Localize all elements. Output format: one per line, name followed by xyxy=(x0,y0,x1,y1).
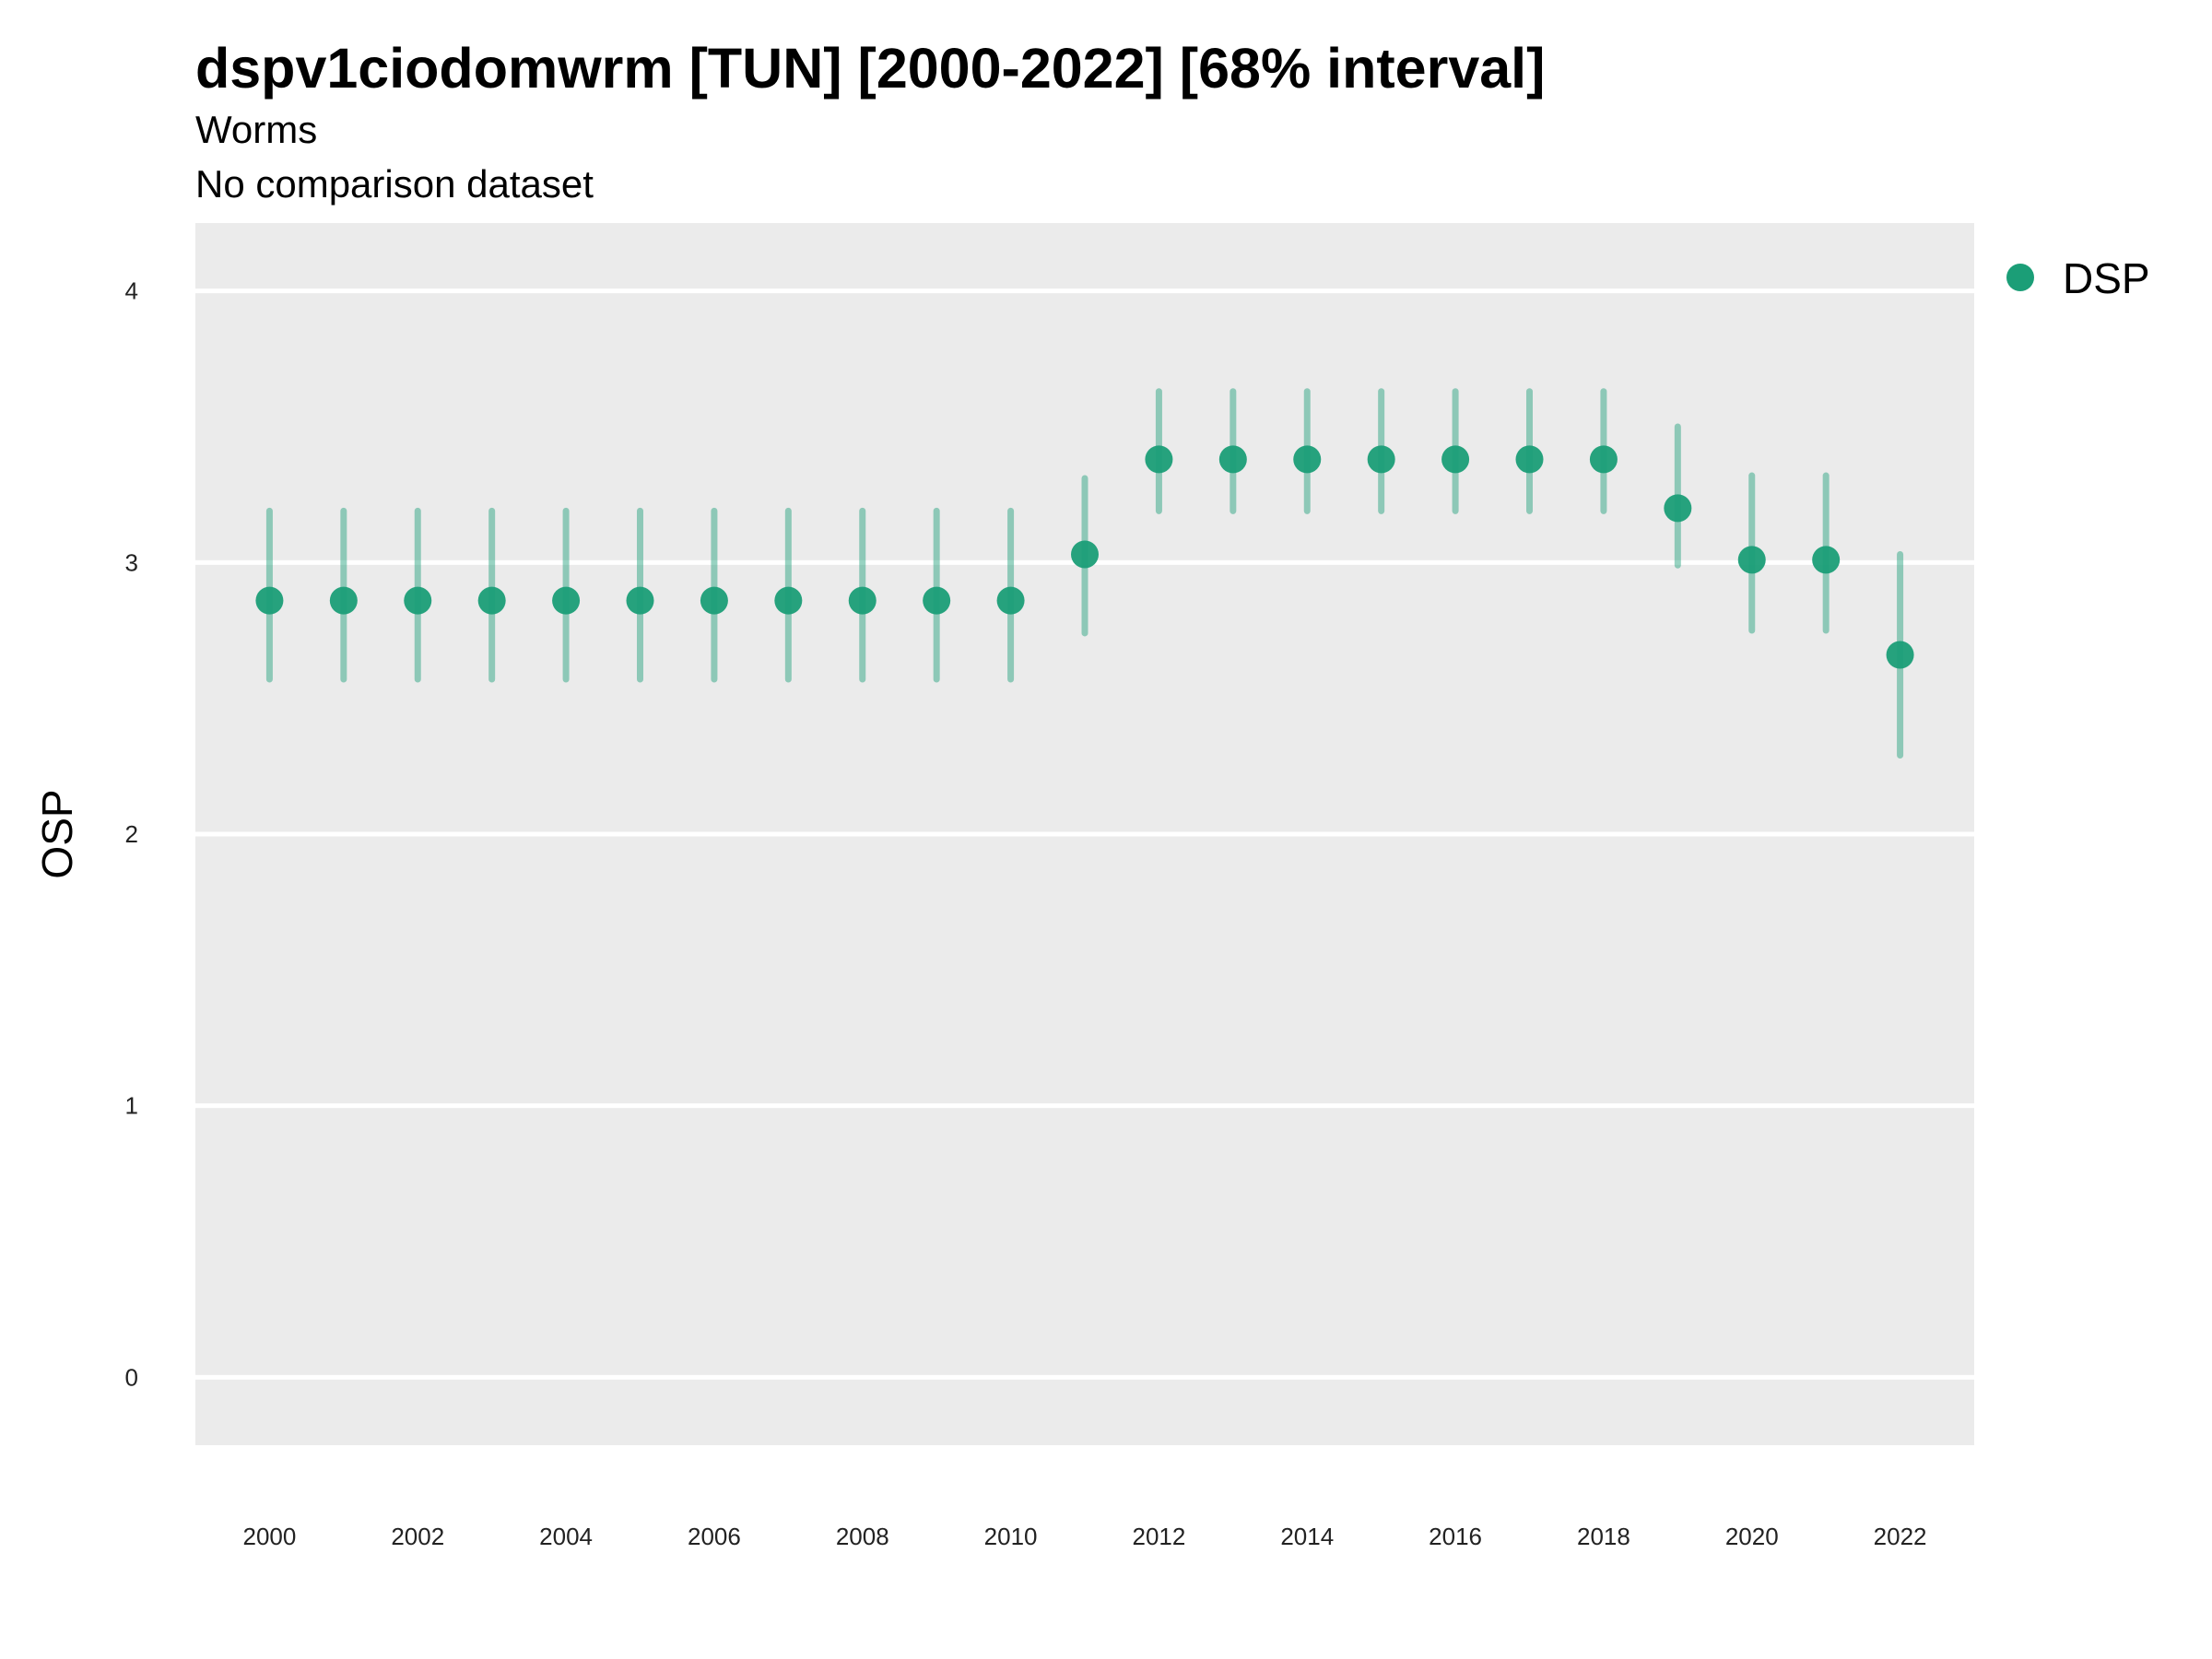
x-tick-label: 2002 xyxy=(391,1523,444,1550)
data-point xyxy=(329,586,358,615)
x-tick-label: 2012 xyxy=(1132,1523,1185,1550)
data-point xyxy=(626,586,654,615)
y-tick-label: 3 xyxy=(125,548,138,576)
data-point xyxy=(774,586,803,615)
data-point xyxy=(404,586,432,615)
x-tick-label: 2008 xyxy=(836,1523,889,1550)
data-point xyxy=(923,586,951,615)
x-tick-label: 2014 xyxy=(1280,1523,1334,1550)
x-tick-label: 2020 xyxy=(1725,1523,1779,1550)
x-tick-label: 2004 xyxy=(539,1523,593,1550)
x-axis-ticks: 2000 2002 2004 2006 2008 2010 2012 2014 2016 2018… xyxy=(242,1523,1926,1550)
data-point xyxy=(1664,494,1692,523)
x-tick-label: 2010 xyxy=(984,1523,1038,1550)
data-point xyxy=(1589,445,1618,474)
legend-swatch-dsp xyxy=(2006,264,2034,291)
data-point xyxy=(552,586,581,615)
data-point xyxy=(848,586,877,615)
chart-subtitle: Worms xyxy=(195,108,317,151)
y-tick-label: 2 xyxy=(125,820,138,848)
data-point xyxy=(1886,641,1914,669)
legend: DSP xyxy=(2006,254,2150,302)
x-tick-label: 2018 xyxy=(1577,1523,1630,1550)
x-tick-label: 2000 xyxy=(242,1523,296,1550)
x-tick-label: 2006 xyxy=(688,1523,741,1550)
data-points xyxy=(255,445,1914,669)
data-point xyxy=(1293,445,1322,474)
data-point xyxy=(1812,546,1841,574)
legend-label-dsp: DSP xyxy=(2063,254,2150,302)
data-point xyxy=(1515,445,1544,474)
data-point xyxy=(1071,540,1099,569)
data-point xyxy=(1367,445,1395,474)
data-point xyxy=(1737,546,1766,574)
data-point xyxy=(255,586,284,615)
data-point xyxy=(1441,445,1470,474)
y-axis-ticks: 0 1 2 3 4 xyxy=(125,277,138,1392)
chart-title: dspv1ciodomwrm [TUN] [2000-2022] [68% in… xyxy=(195,37,1545,100)
y-tick-label: 0 xyxy=(125,1363,138,1391)
data-point xyxy=(1218,445,1247,474)
y-axis-label: OSP xyxy=(33,789,81,878)
data-point xyxy=(477,586,506,615)
chart-caption: No comparison dataset xyxy=(195,162,594,206)
data-point xyxy=(700,586,728,615)
x-tick-label: 2022 xyxy=(1874,1523,1927,1550)
x-tick-label: 2016 xyxy=(1429,1523,1482,1550)
data-point xyxy=(996,586,1025,615)
y-tick-label: 4 xyxy=(125,277,138,305)
y-tick-label: 1 xyxy=(125,1092,138,1120)
data-point xyxy=(1145,445,1173,474)
